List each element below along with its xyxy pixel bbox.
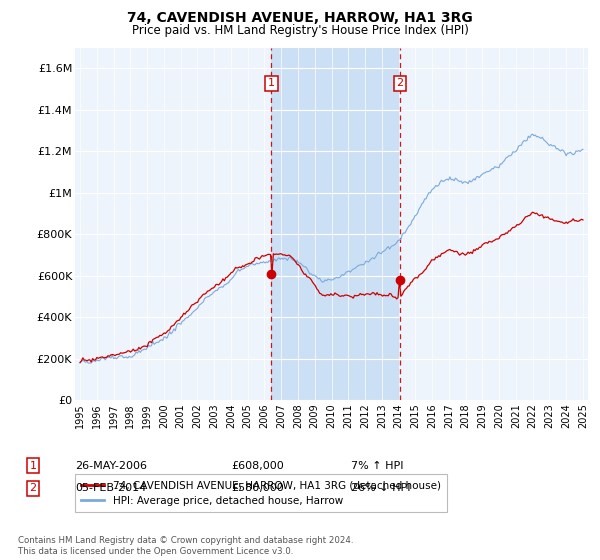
Text: 05-FEB-2014: 05-FEB-2014 [75, 483, 146, 493]
Text: Contains HM Land Registry data © Crown copyright and database right 2024.
This d: Contains HM Land Registry data © Crown c… [18, 536, 353, 556]
Legend: 74, CAVENDISH AVENUE, HARROW, HA1 3RG (detached house), HPI: Average price, deta: 74, CAVENDISH AVENUE, HARROW, HA1 3RG (d… [75, 474, 447, 512]
Text: 2: 2 [397, 78, 404, 88]
Text: 26% ↓ HPI: 26% ↓ HPI [351, 483, 410, 493]
Text: 74, CAVENDISH AVENUE, HARROW, HA1 3RG: 74, CAVENDISH AVENUE, HARROW, HA1 3RG [127, 11, 473, 25]
Text: £580,000: £580,000 [231, 483, 284, 493]
Text: 1: 1 [29, 461, 37, 471]
Text: 7% ↑ HPI: 7% ↑ HPI [351, 461, 404, 471]
Text: £608,000: £608,000 [231, 461, 284, 471]
Text: Price paid vs. HM Land Registry's House Price Index (HPI): Price paid vs. HM Land Registry's House … [131, 24, 469, 36]
Text: 2: 2 [29, 483, 37, 493]
Text: 26-MAY-2006: 26-MAY-2006 [75, 461, 147, 471]
Text: 1: 1 [268, 78, 275, 88]
Bar [271, 48, 400, 400]
